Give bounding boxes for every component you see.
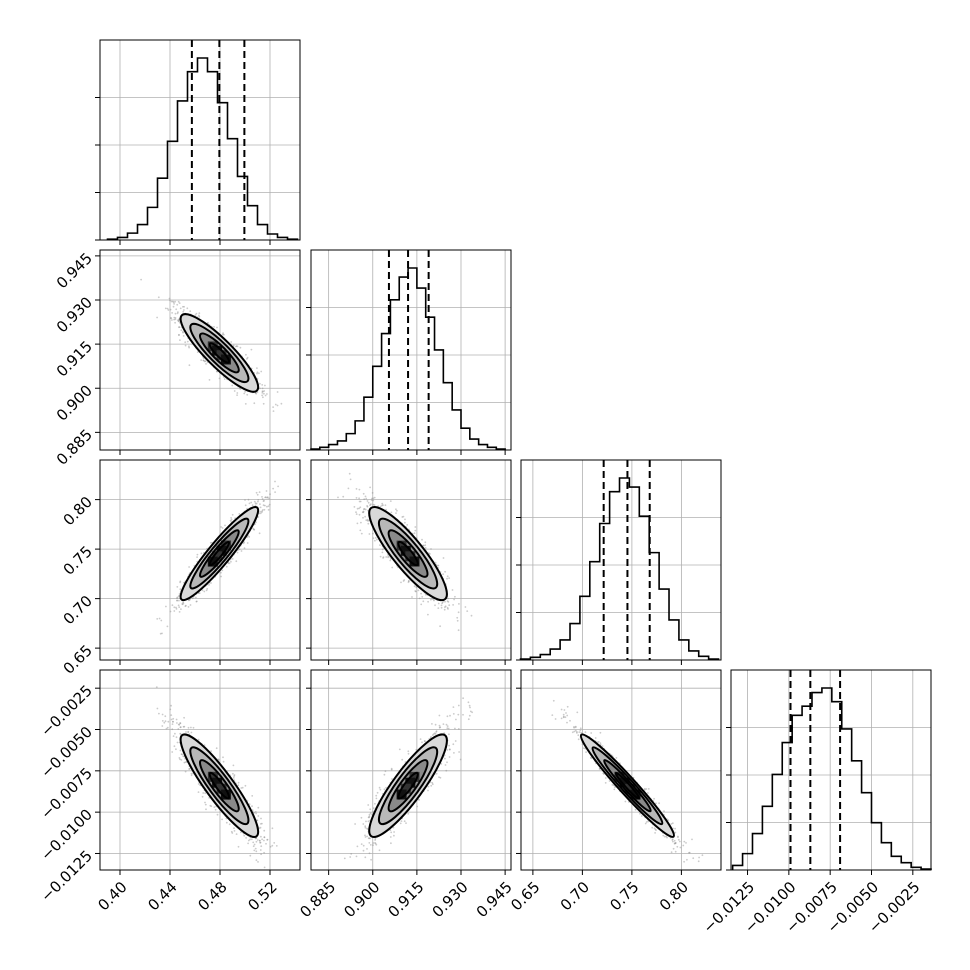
- contour-1-3-1: [387, 759, 429, 813]
- scatter-panel-0-2: [95, 459, 301, 665]
- contour-0-3-2: [189, 746, 250, 826]
- y-tick-label-1-2: 0.915: [53, 337, 96, 380]
- density-core-0-1: [207, 341, 231, 365]
- density-core-0-3: [207, 771, 231, 800]
- scatter-panel-1-2: [306, 459, 512, 665]
- contour-1-2-3: [368, 506, 448, 602]
- contour-0-2-0: [208, 540, 231, 567]
- panel-0-2-content: [156, 480, 279, 635]
- contour-0-3-3: [179, 733, 260, 838]
- contour-2-3-1: [603, 759, 652, 813]
- contour-1-2-0: [397, 540, 419, 567]
- x-tick-label-2-2: 0.75: [606, 878, 642, 914]
- contour-1-2-1: [387, 529, 429, 578]
- histogram-panel-2: [516, 459, 722, 665]
- x-tick-label-0-0: 0.40: [94, 878, 130, 914]
- y-tick-label-1-3: 0.930: [53, 293, 96, 336]
- histogram-steps-3: [731, 687, 932, 870]
- hist-frame-0: [99, 39, 301, 241]
- scatter-panel-2-3: [516, 669, 722, 875]
- y-tick-label-2-3: 0.80: [60, 493, 96, 529]
- contour-0-1-3: [179, 313, 260, 393]
- y-tick-label-2-0: 0.65: [60, 641, 96, 677]
- scatter-panel-0-1: [95, 249, 301, 455]
- hist-frame-3: [730, 669, 932, 871]
- density-core-0-2: [207, 540, 231, 567]
- x-tick-label-1-1: 0.900: [340, 878, 383, 921]
- x-tick-label-1-0: 0.885: [296, 878, 339, 921]
- panel-0-3-content: [155, 686, 278, 869]
- scatter-panel-1-3: [306, 669, 512, 875]
- x-tick-label-0-3: 0.52: [244, 878, 280, 914]
- contour-1-3-3: [368, 733, 448, 838]
- panel-frame-0-2: [99, 459, 301, 661]
- density-core-1-2: [396, 540, 420, 567]
- density-core-2-3: [614, 771, 641, 800]
- histogram-steps-0: [106, 57, 299, 240]
- histogram-panel-3: [726, 669, 932, 875]
- contour-0-2-1: [198, 529, 240, 578]
- hist-frame-2: [520, 459, 722, 661]
- contour-0-2-3: [179, 506, 260, 602]
- contour-0-3-1: [198, 759, 240, 813]
- y-tick-label-2-2: 0.75: [60, 542, 96, 578]
- y-tick-label-1-4: 0.945: [53, 249, 96, 292]
- histogram-steps-2: [519, 477, 720, 660]
- panel-1-2-content: [337, 472, 473, 632]
- histogram-panel-1: [306, 249, 512, 455]
- contour-2-3-0: [614, 771, 641, 800]
- contour-0-1-2: [189, 322, 250, 384]
- hist-frame-1: [310, 249, 512, 451]
- density-core-1-3: [396, 771, 420, 800]
- x-tick-label-2-1: 0.70: [557, 878, 593, 914]
- contour-0-3-0: [208, 771, 231, 800]
- x-tick-label-1-3: 0.930: [429, 878, 472, 921]
- x-tick-label-1-2: 0.915: [385, 878, 428, 921]
- contour-1-3-0: [397, 771, 419, 800]
- panel-frame-1-3: [310, 669, 512, 871]
- x-tick-label-2-3: 0.80: [656, 878, 692, 914]
- panel-frame-2-3: [520, 669, 722, 871]
- contour-0-2-2: [189, 517, 250, 590]
- panel-2-3-content: [551, 699, 704, 863]
- y-tick-label-1-1: 0.900: [53, 382, 96, 425]
- contour-0-1-0: [208, 342, 231, 364]
- panel-1-3-content: [343, 697, 473, 861]
- panel-frame-0-1: [99, 249, 301, 451]
- panel-0-1-content: [140, 278, 283, 412]
- scatter-panel-0-3: [95, 669, 301, 875]
- panel-frame-1-2: [310, 459, 512, 661]
- contour-1-2-2: [377, 517, 439, 590]
- y-tick-label-1-0: 0.885: [53, 426, 96, 469]
- contour-0-1-1: [199, 332, 240, 374]
- x-tick-label-2-0: 0.65: [507, 878, 543, 914]
- contour-2-3-2: [591, 746, 664, 826]
- x-tick-label-0-2: 0.48: [194, 878, 230, 914]
- y-tick-label-2-1: 0.70: [60, 592, 96, 628]
- histogram-panel-0: [95, 39, 301, 245]
- contour-1-3-2: [377, 746, 439, 826]
- x-tick-label-0-1: 0.44: [144, 878, 180, 914]
- panel-frame-0-3: [99, 669, 301, 871]
- contour-2-3-3: [579, 733, 675, 838]
